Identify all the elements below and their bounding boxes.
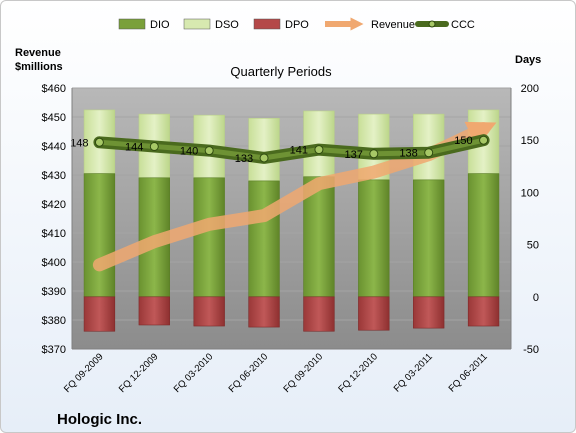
right-tick-label: 50 <box>527 240 539 252</box>
plot-area <box>72 88 511 349</box>
ccc-data-label: 138 <box>399 148 417 160</box>
line-series <box>92 121 497 272</box>
x-tick-label: FQ 09-2010 <box>281 351 325 395</box>
ccc-data-label: 140 <box>180 146 198 158</box>
legend-label: CCC <box>451 19 475 31</box>
ccc-data-label: 137 <box>344 149 362 161</box>
titles: Quarterly Periods Revenue $millions Days… <box>15 47 541 428</box>
ccc-data-label: 141 <box>290 145 308 157</box>
ccc-data-label: 144 <box>125 141 143 153</box>
ccc-point <box>204 146 214 156</box>
left-tick-label: $430 <box>42 170 66 182</box>
x-tick-label: FQ 09-2009 <box>62 351 106 395</box>
right-tick-label: -50 <box>523 344 539 356</box>
bar-dio <box>193 177 225 298</box>
chart-title: Quarterly Periods <box>230 64 332 79</box>
left-axis-label-line2: $millions <box>15 61 63 73</box>
bar-dio <box>467 173 500 298</box>
bar-dpo <box>138 296 170 326</box>
legend: DIO DSO DPO Revenue CCC <box>118 17 475 31</box>
x-tick-label: FQ 03-2010 <box>172 351 216 395</box>
legend-label: Revenue <box>371 19 415 31</box>
left-tick-label: $400 <box>42 257 66 269</box>
right-tick-label: 0 <box>533 292 539 304</box>
legend-swatch <box>183 18 211 30</box>
right-tick-label: 100 <box>521 187 539 199</box>
bar-dio <box>248 180 280 298</box>
ccc-point <box>94 137 104 147</box>
bar-dio <box>83 173 116 298</box>
bar-dpo <box>303 296 335 332</box>
left-tick-label: $440 <box>42 141 66 153</box>
legend-label: DPO <box>285 19 309 31</box>
ccc-point <box>479 135 489 145</box>
legend-label: DIO <box>150 19 170 31</box>
bar-dpo <box>467 296 500 327</box>
right-tick-label: 200 <box>521 83 539 95</box>
left-tick-label: $450 <box>42 112 66 124</box>
ccc-point <box>314 145 324 155</box>
left-tick-label: $380 <box>42 315 66 327</box>
x-tick-label: FQ 12-2009 <box>117 351 161 395</box>
ccc-point <box>369 149 379 159</box>
x-tick-label: FQ 12-2010 <box>336 351 380 395</box>
left-tick-label: $460 <box>42 83 66 95</box>
legend-swatch <box>253 18 281 30</box>
left-tick-label: $370 <box>42 344 66 356</box>
left-axis-label-line1: Revenue <box>15 47 61 59</box>
bar-dpo <box>248 296 280 328</box>
bar-dio <box>358 179 390 298</box>
ccc-data-label: 150 <box>454 135 472 147</box>
x-tick-label: FQ 06-2011 <box>447 351 490 394</box>
bar-dpo <box>193 296 225 327</box>
bar-dio <box>413 179 445 298</box>
bar-dpo <box>83 296 116 332</box>
bar-dpo <box>413 296 445 329</box>
left-tick-label: $390 <box>42 286 66 298</box>
legend-swatch <box>118 18 146 30</box>
ccc-point <box>259 153 269 163</box>
legend-label: DSO <box>215 19 239 31</box>
ccc-data-label: 148 <box>70 137 88 149</box>
legend-marker <box>428 20 436 28</box>
x-tick-label: FQ 03-2011 <box>392 351 435 394</box>
ccc-data-label: 133 <box>235 153 253 165</box>
bar-dpo <box>358 296 390 331</box>
ccc-point <box>149 141 159 151</box>
left-tick-label: $420 <box>42 199 66 211</box>
company-name: Hologic Inc. <box>57 411 142 428</box>
right-tick-label: 150 <box>521 135 539 147</box>
ccc-line-highlight <box>96 137 487 161</box>
bar-dso <box>248 117 280 182</box>
left-tick-label: $410 <box>42 228 66 240</box>
data-labels: 148 144 140 133 141 137 138 150 <box>70 135 472 165</box>
x-tick-label: FQ 06-2010 <box>227 351 271 395</box>
ccc-point <box>424 148 434 158</box>
right-axis-label: Days <box>515 54 541 66</box>
